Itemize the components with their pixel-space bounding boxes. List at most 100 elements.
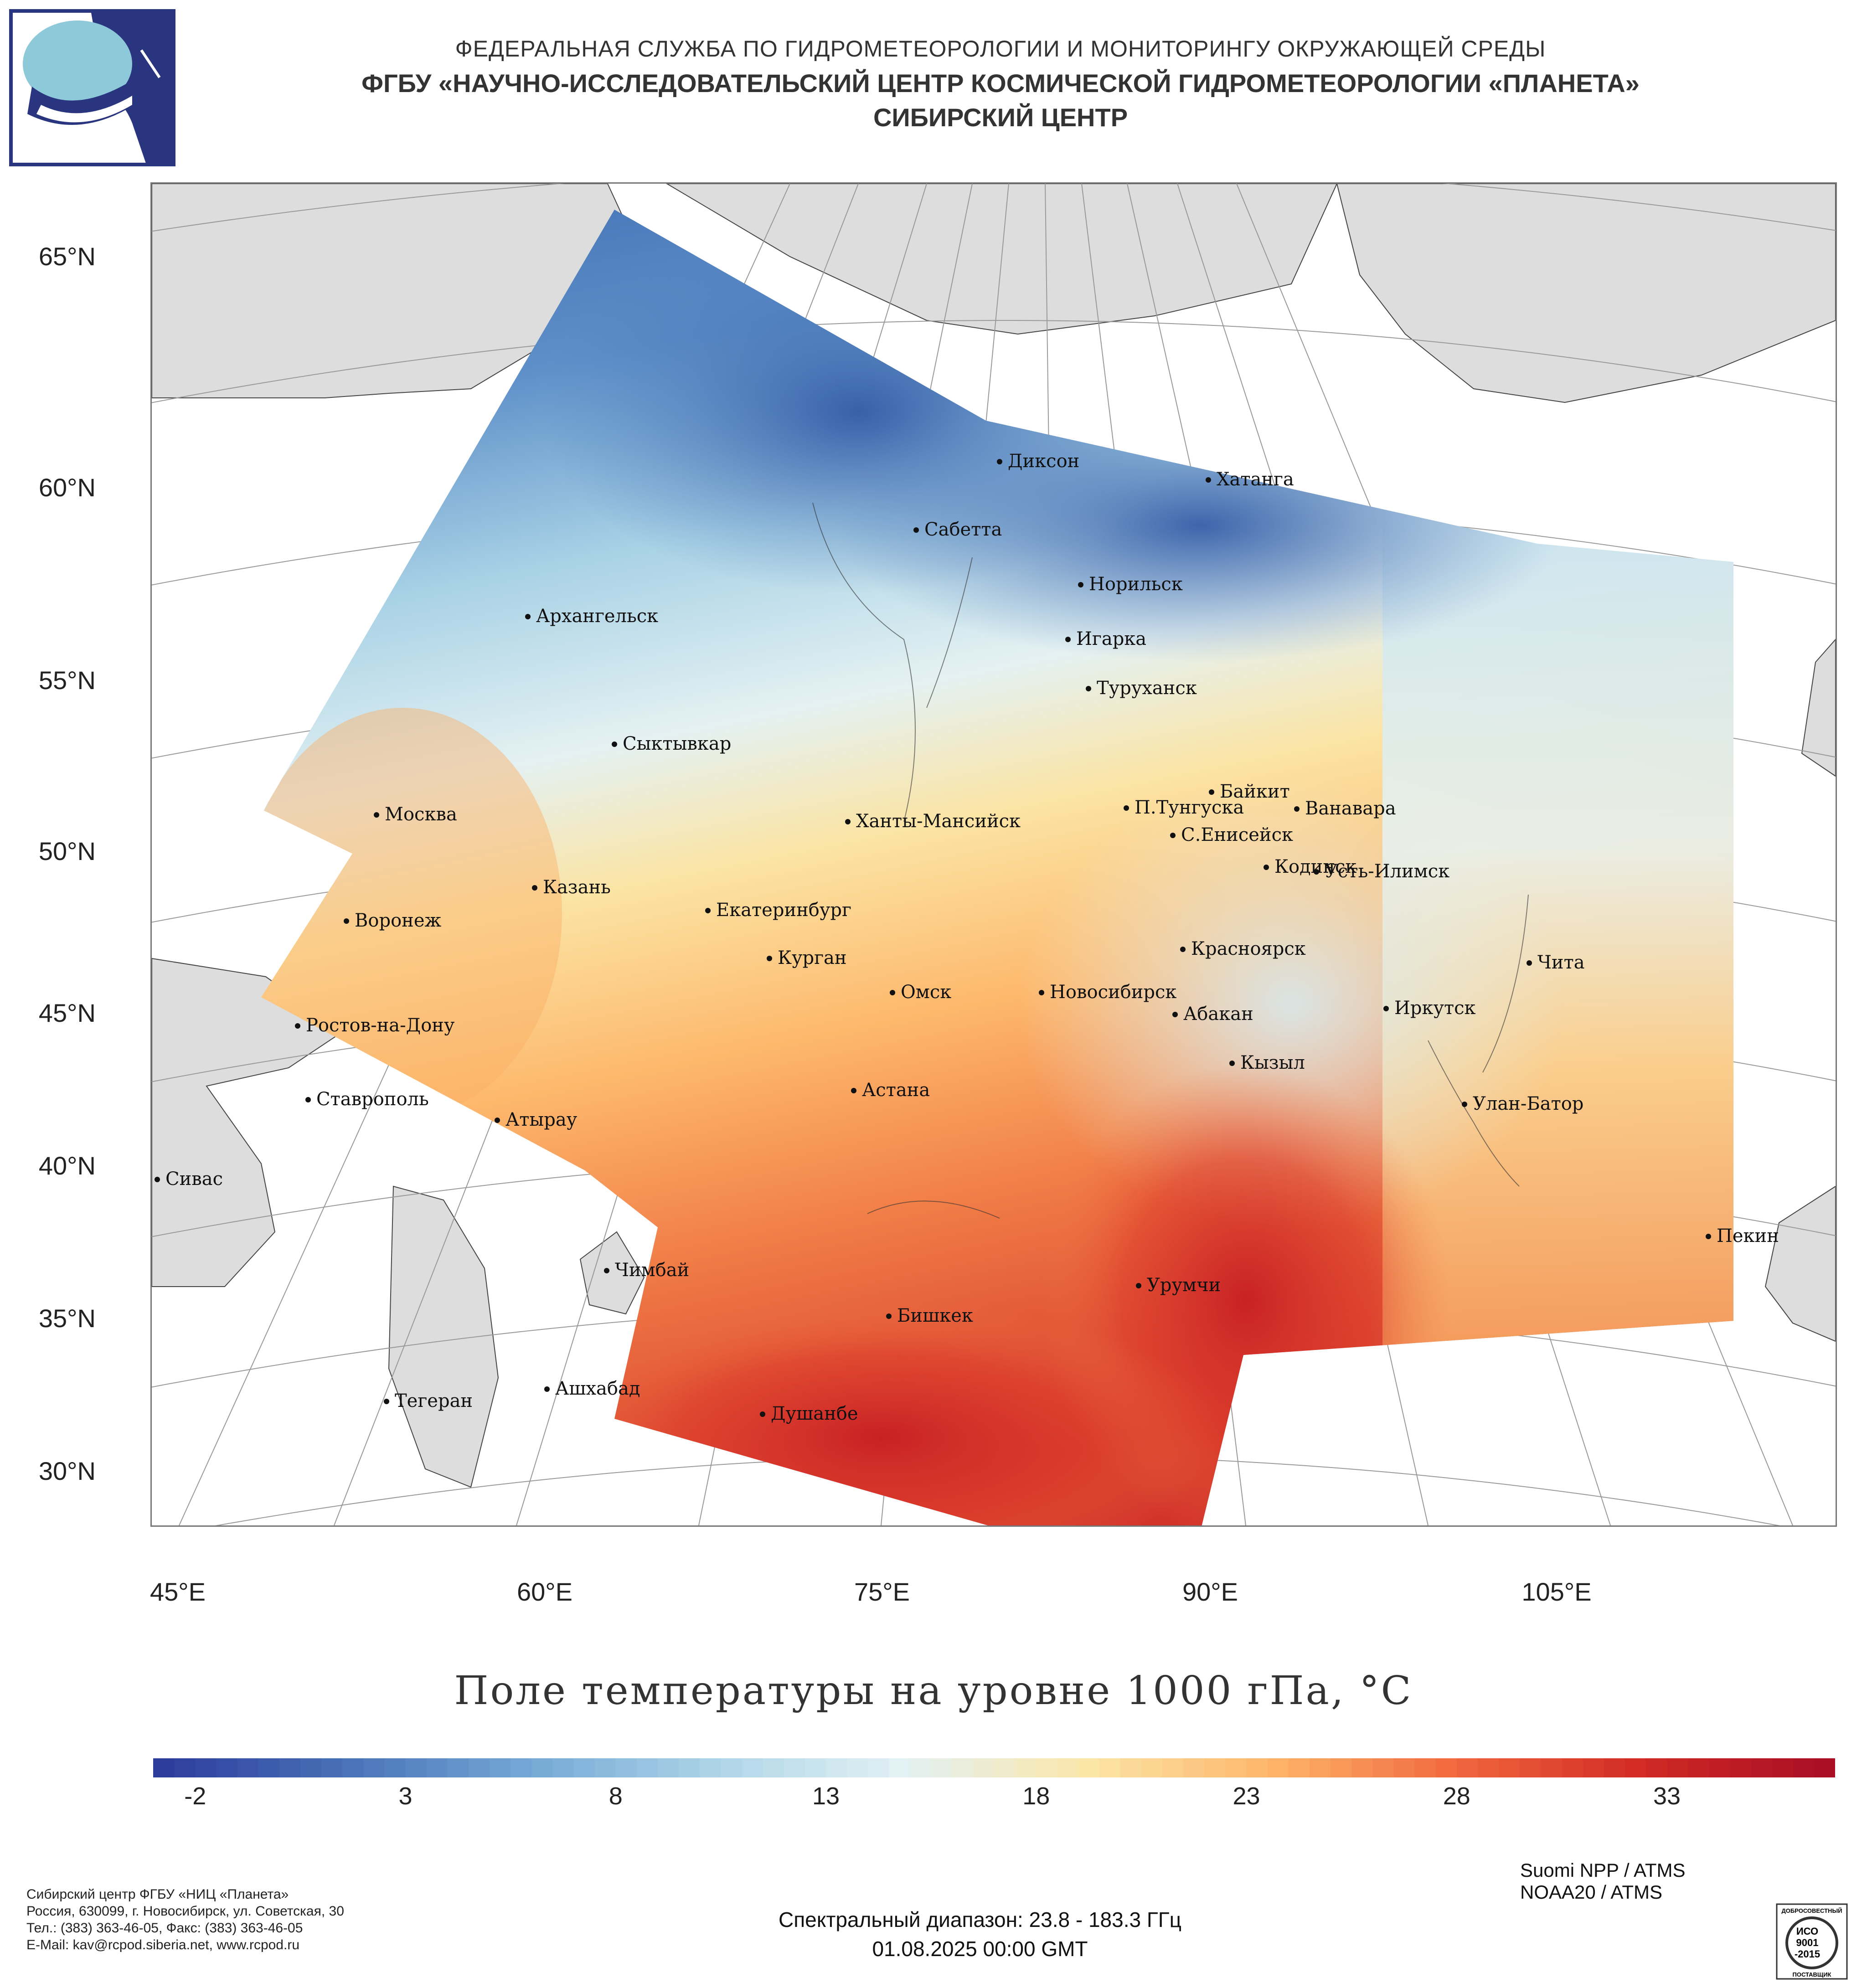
colorbar-cell (1709, 1758, 1731, 1777)
colorbar-cell (1583, 1758, 1604, 1777)
colorbar-cell (1141, 1758, 1163, 1777)
svg-text:ИСО: ИСО (1796, 1926, 1818, 1937)
sensor-list: Suomi NPP / ATMS NOAA20 / ATMS (1520, 1859, 1686, 1903)
colorbar-tick: 18 (1022, 1782, 1050, 1810)
lat-label-30: 30°N (38, 1457, 96, 1485)
observation-info: Спектральный диапазон: 23.8 - 183.3 ГГц … (684, 1905, 1276, 1963)
svg-text:Курган: Курган (778, 948, 847, 968)
city-ashgabat: Ашхабад (544, 1378, 640, 1399)
colorbar-cell (1246, 1758, 1268, 1777)
colorbar-cell (868, 1758, 890, 1777)
colorbar-cell (405, 1758, 427, 1777)
svg-text:Игарка: Игарка (1076, 628, 1146, 649)
svg-text:Чита: Чита (1537, 952, 1585, 973)
city-turukhansk: Туруханск (1086, 678, 1197, 699)
colorbar-tick: -2 (184, 1782, 206, 1810)
colorbar-cell (1372, 1758, 1394, 1777)
colorbar-cell (195, 1758, 217, 1777)
colorbar-cell (1414, 1758, 1436, 1777)
colorbar-cell (889, 1758, 911, 1777)
city-ust-ilimsk: Усть-Илимск (1314, 861, 1449, 882)
colorbar-cell (153, 1758, 175, 1777)
colorbar-cell (1751, 1758, 1773, 1777)
city-stavropol: Ставрополь (305, 1089, 429, 1110)
svg-text:Сивас: Сивас (165, 1169, 223, 1190)
colorbar-cell (594, 1758, 616, 1777)
colorbar-cell (1036, 1758, 1058, 1777)
city-khatanga: Хатанга (1206, 469, 1294, 490)
colorbar-cell (658, 1758, 680, 1777)
city-syktyvkar: Сыктывкар (612, 733, 731, 754)
colorbar-cell (910, 1758, 932, 1777)
organization-contacts: Сибирский центр ФГБУ «НИЦ «Планета» Росс… (26, 1886, 344, 1953)
lat-label-50: 50°N (38, 837, 96, 865)
svg-text:Норильск: Норильск (1089, 574, 1183, 595)
colorbar-cell (994, 1758, 1016, 1777)
svg-text:Ашхабад: Ашхабад (555, 1378, 640, 1399)
city-yekaterinburg: Екатеринбург (705, 900, 851, 921)
land-areas (151, 183, 1836, 1488)
colorbar-cell (805, 1758, 827, 1777)
city-irkutsk: Иркутск (1383, 998, 1476, 1019)
city-igarka: Игарка (1065, 628, 1146, 649)
svg-text:Хатанга: Хатанга (1217, 469, 1294, 490)
colorbar-cell (1562, 1758, 1583, 1777)
colorbar-cell (573, 1758, 595, 1777)
colorbar-cell (279, 1758, 301, 1777)
svg-text:П.Тунгуска: П.Тунгуска (1135, 797, 1244, 818)
colorbar-tick: 13 (812, 1782, 840, 1810)
colorbar-cell (1288, 1758, 1310, 1777)
colorbar-cell (763, 1758, 784, 1777)
coastlines (812, 502, 1529, 1219)
colorbar-cell (1015, 1758, 1037, 1777)
svg-text:Ханты-Мансийск: Ханты-Мансийск (856, 811, 1021, 832)
svg-text:Архангельск: Архангельск (536, 606, 658, 627)
org-line: Россия, 630099, г. Новосибирск, ул. Сове… (26, 1904, 344, 1919)
colorbar-cell (1099, 1758, 1121, 1777)
svg-text:Екатеринбург: Екатеринбург (716, 900, 851, 921)
colorbar-cell (384, 1758, 406, 1777)
colorbar-cell (1331, 1758, 1352, 1777)
city-norilsk: Норильск (1078, 574, 1183, 595)
city-voronezh: Воронеж (344, 910, 441, 931)
colorbar-cell (700, 1758, 722, 1777)
svg-text:9001: 9001 (1796, 1937, 1819, 1948)
city-urumqi: Урумчи (1136, 1275, 1221, 1296)
colorbar-cell (258, 1758, 280, 1777)
colorbar-tick: 8 (609, 1782, 623, 1810)
colorbar-cell (531, 1758, 553, 1777)
city-kurgan: Курган (767, 948, 847, 968)
colorbar-cell (1604, 1758, 1625, 1777)
svg-text:Урумчи: Урумчи (1147, 1275, 1221, 1296)
colorbar-cell (742, 1758, 763, 1777)
colorbar-tick: 28 (1443, 1782, 1470, 1810)
svg-text:Абакан: Абакан (1183, 1004, 1253, 1025)
svg-text:Диксон: Диксон (1008, 451, 1079, 472)
colorbar-cell (363, 1758, 385, 1777)
colorbar-cell (1078, 1758, 1100, 1777)
colorbar-cell (1456, 1758, 1478, 1777)
svg-text:Сыктывкар: Сыктывкар (623, 733, 731, 754)
svg-text:Пекин: Пекин (1717, 1226, 1779, 1246)
svg-text:Иркутск: Иркутск (1394, 998, 1476, 1019)
svg-text:С.Енисейск: С.Енисейск (1181, 824, 1293, 845)
svg-text:Новосибирск: Новосибирск (1050, 982, 1176, 1003)
colorbar-cell (952, 1758, 974, 1777)
svg-text:Воронеж: Воронеж (355, 910, 441, 931)
header-agency: ФЕДЕРАЛЬНАЯ СЛУЖБА ПО ГИДРОМЕТЕОРОЛОГИИ … (455, 36, 1546, 62)
svg-text:Астана: Астана (862, 1080, 930, 1101)
map-title: Поле температуры на уровне 1000 гПа, °С (454, 1668, 1413, 1714)
colorbar-cell (615, 1758, 637, 1777)
svg-text:Душанбе: Душанбе (771, 1403, 858, 1424)
city-krasnoyarsk: Красноярск (1180, 938, 1306, 959)
planeta-logo (9, 9, 175, 166)
city-s-yeniseysk: С.Енисейск (1170, 824, 1293, 845)
colorbar-cell (1057, 1758, 1079, 1777)
lat-label-65: 65°N (38, 242, 96, 271)
colorbar-cell (1730, 1758, 1752, 1777)
colorbar-cell (300, 1758, 322, 1777)
map-svg: Диксон Хатанга Сабетта Архангельск Норил… (106, 165, 1867, 1551)
lon-label-90: 90°E (1182, 1577, 1238, 1606)
svg-text:ПОСТАВЩИК: ПОСТАВЩИК (1793, 1971, 1831, 1978)
sensor-item: Suomi NPP / ATMS (1520, 1859, 1686, 1881)
